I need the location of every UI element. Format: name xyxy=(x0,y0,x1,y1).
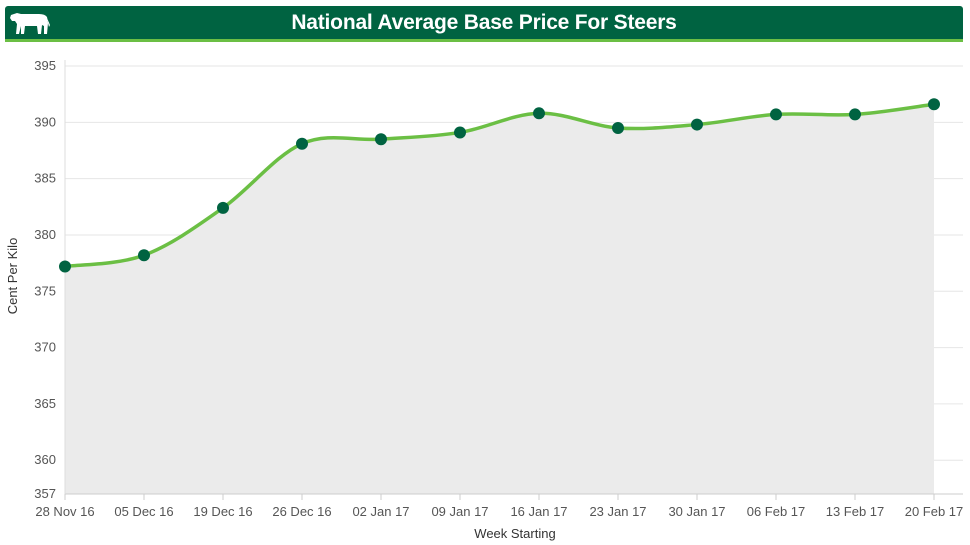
data-point-marker[interactable] xyxy=(770,108,782,121)
x-tick-label: 02 Jan 17 xyxy=(352,504,409,519)
data-point-marker[interactable] xyxy=(454,126,466,139)
page-title: National Average Base Price For Steers xyxy=(291,11,677,34)
data-point-marker[interactable] xyxy=(138,249,150,262)
x-tick-label: 09 Jan 17 xyxy=(431,504,488,519)
y-tick-label: 357 xyxy=(34,486,56,501)
data-markers xyxy=(59,98,940,273)
data-point-marker[interactable] xyxy=(928,98,940,111)
data-point-marker[interactable] xyxy=(533,107,545,120)
x-tick-label: 30 Jan 17 xyxy=(668,504,725,519)
x-axis-title: Week Starting xyxy=(474,526,555,541)
y-tick-label: 385 xyxy=(34,171,56,186)
y-axis-title: Cent Per Kilo xyxy=(5,238,20,315)
x-tick-labels: 28 Nov 16 05 Dec 16 19 Dec 16 26 Dec 16 02 J… xyxy=(35,494,963,519)
data-point-marker[interactable] xyxy=(375,133,387,146)
x-tick-label: 05 Dec 16 xyxy=(114,504,173,519)
x-tick-label: 23 Jan 17 xyxy=(589,504,646,519)
y-tick-label: 395 xyxy=(34,58,56,73)
area-fill xyxy=(65,104,934,494)
x-tick-label: 13 Feb 17 xyxy=(826,504,885,519)
chart-header: National Average Base Price For Steers xyxy=(5,6,963,42)
data-point-marker[interactable] xyxy=(296,137,308,150)
cow-icon xyxy=(10,13,50,34)
data-point-marker[interactable] xyxy=(612,121,624,134)
x-tick-label: 19 Dec 16 xyxy=(193,504,252,519)
x-tick-label: 20 Feb 17 xyxy=(905,504,964,519)
y-tick-label: 370 xyxy=(34,340,56,355)
data-point-marker[interactable] xyxy=(691,118,703,131)
data-point-marker[interactable] xyxy=(59,260,71,273)
y-tick-label: 390 xyxy=(34,114,56,129)
y-tick-label: 380 xyxy=(34,227,56,242)
data-point-marker[interactable] xyxy=(849,108,861,121)
x-tick-label: 16 Jan 17 xyxy=(510,504,567,519)
x-tick-label: 28 Nov 16 xyxy=(35,504,94,519)
x-tick-label: 26 Dec 16 xyxy=(272,504,331,519)
y-tick-label: 375 xyxy=(34,283,56,298)
x-tick-label: 06 Feb 17 xyxy=(747,504,806,519)
y-tick-labels: 357 360 365 370 375 380 385 390 395 xyxy=(34,58,56,501)
data-point-marker[interactable] xyxy=(217,201,229,214)
y-tick-label: 360 xyxy=(34,452,56,467)
y-tick-label: 365 xyxy=(34,396,56,411)
